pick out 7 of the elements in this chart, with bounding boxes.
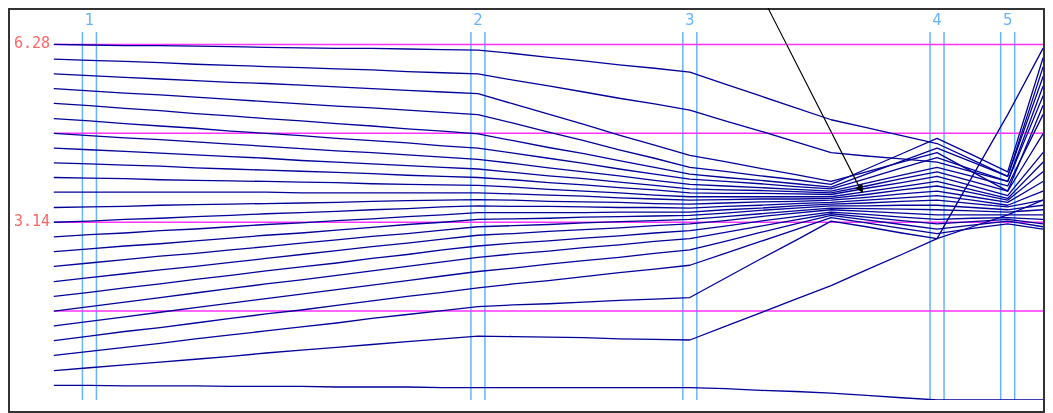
y-tick-label: 6.28 <box>14 34 51 53</box>
x-tick-label: 4 <box>932 10 942 29</box>
x-tick-label: 1 <box>84 10 95 29</box>
x-tick-label: 5 <box>1002 10 1013 29</box>
y-tick-label: 3.14 <box>14 212 51 231</box>
x-tick-label: 2 <box>473 10 483 29</box>
x-tick-label: 3 <box>685 10 695 29</box>
